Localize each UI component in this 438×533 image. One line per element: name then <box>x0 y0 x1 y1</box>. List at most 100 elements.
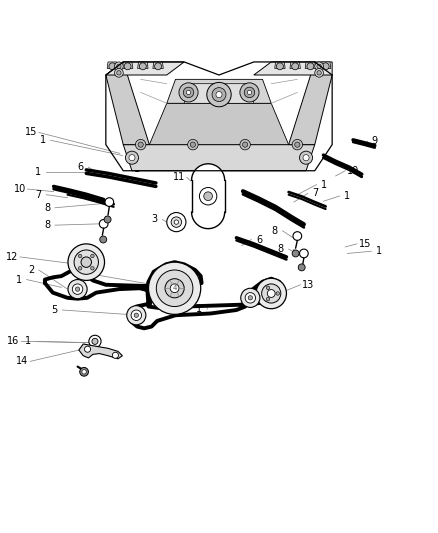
Text: 1: 1 <box>134 164 140 174</box>
Circle shape <box>92 338 98 344</box>
Circle shape <box>199 188 217 205</box>
Circle shape <box>115 68 123 77</box>
Text: 6: 6 <box>256 235 262 245</box>
Circle shape <box>124 63 131 70</box>
Circle shape <box>100 236 107 243</box>
Circle shape <box>78 254 82 258</box>
Circle shape <box>105 198 114 206</box>
Circle shape <box>317 71 321 75</box>
Circle shape <box>117 71 121 75</box>
Circle shape <box>204 192 212 200</box>
Text: 8: 8 <box>272 226 278 236</box>
Polygon shape <box>149 103 289 144</box>
Text: 1: 1 <box>321 180 327 190</box>
Text: 1: 1 <box>16 274 22 285</box>
Polygon shape <box>167 79 271 103</box>
Circle shape <box>82 370 86 374</box>
Text: 14: 14 <box>16 357 28 366</box>
Circle shape <box>266 286 270 289</box>
Circle shape <box>135 140 146 150</box>
Circle shape <box>127 305 146 325</box>
Circle shape <box>134 313 138 318</box>
Circle shape <box>292 63 299 70</box>
Polygon shape <box>106 62 149 144</box>
Circle shape <box>91 254 94 258</box>
Circle shape <box>187 140 198 150</box>
Circle shape <box>267 289 275 297</box>
Circle shape <box>307 63 314 70</box>
Text: 2: 2 <box>28 265 34 275</box>
Circle shape <box>74 250 99 274</box>
Circle shape <box>212 87 226 102</box>
Text: 8: 8 <box>44 203 50 213</box>
Polygon shape <box>123 144 315 171</box>
Text: 15: 15 <box>25 127 37 138</box>
Polygon shape <box>138 62 148 68</box>
Polygon shape <box>191 164 225 229</box>
Polygon shape <box>122 62 133 68</box>
Text: 1: 1 <box>35 167 42 176</box>
Circle shape <box>303 155 309 161</box>
Polygon shape <box>184 84 254 103</box>
Text: 1: 1 <box>376 246 382 256</box>
Circle shape <box>247 90 252 94</box>
Circle shape <box>113 352 118 358</box>
Circle shape <box>300 151 313 164</box>
Circle shape <box>167 213 186 232</box>
Circle shape <box>179 83 198 102</box>
Circle shape <box>117 64 121 68</box>
Circle shape <box>276 63 283 70</box>
Text: 4: 4 <box>82 269 88 279</box>
Text: 1: 1 <box>25 336 32 346</box>
Circle shape <box>91 266 94 270</box>
Text: 1: 1 <box>196 304 202 314</box>
Circle shape <box>240 83 259 102</box>
Text: 10: 10 <box>347 166 359 176</box>
Circle shape <box>266 297 270 301</box>
Circle shape <box>256 278 286 309</box>
Polygon shape <box>254 62 332 75</box>
Circle shape <box>295 142 300 147</box>
Circle shape <box>171 217 182 228</box>
Polygon shape <box>79 344 122 359</box>
Circle shape <box>190 142 195 147</box>
Polygon shape <box>106 62 184 75</box>
Circle shape <box>184 87 194 98</box>
Text: 9: 9 <box>372 136 378 146</box>
Text: 16: 16 <box>7 336 20 346</box>
Circle shape <box>78 266 82 270</box>
Circle shape <box>245 293 255 303</box>
Circle shape <box>170 284 179 293</box>
Text: 1: 1 <box>40 135 46 146</box>
Text: 6: 6 <box>78 162 84 172</box>
Circle shape <box>131 310 141 320</box>
Circle shape <box>248 296 253 300</box>
Circle shape <box>243 142 248 147</box>
Circle shape <box>148 262 201 314</box>
Polygon shape <box>107 62 117 68</box>
Text: 3: 3 <box>152 214 158 224</box>
Circle shape <box>115 62 123 71</box>
Polygon shape <box>153 62 163 68</box>
Circle shape <box>240 140 251 150</box>
Polygon shape <box>321 62 331 68</box>
Text: 8: 8 <box>44 220 50 230</box>
Circle shape <box>125 151 138 164</box>
Text: 13: 13 <box>302 280 314 290</box>
Circle shape <box>298 264 305 271</box>
Text: 2: 2 <box>261 284 268 294</box>
Text: 7: 7 <box>312 188 319 198</box>
Circle shape <box>241 288 260 308</box>
Circle shape <box>85 346 91 352</box>
Circle shape <box>129 155 135 161</box>
Text: 5: 5 <box>51 305 58 315</box>
Circle shape <box>80 367 88 376</box>
Text: 4: 4 <box>173 285 177 291</box>
Circle shape <box>138 142 143 147</box>
Circle shape <box>300 249 308 258</box>
Circle shape <box>109 63 116 70</box>
Circle shape <box>139 63 146 70</box>
Polygon shape <box>290 62 300 68</box>
Circle shape <box>317 64 321 68</box>
Circle shape <box>75 287 80 292</box>
